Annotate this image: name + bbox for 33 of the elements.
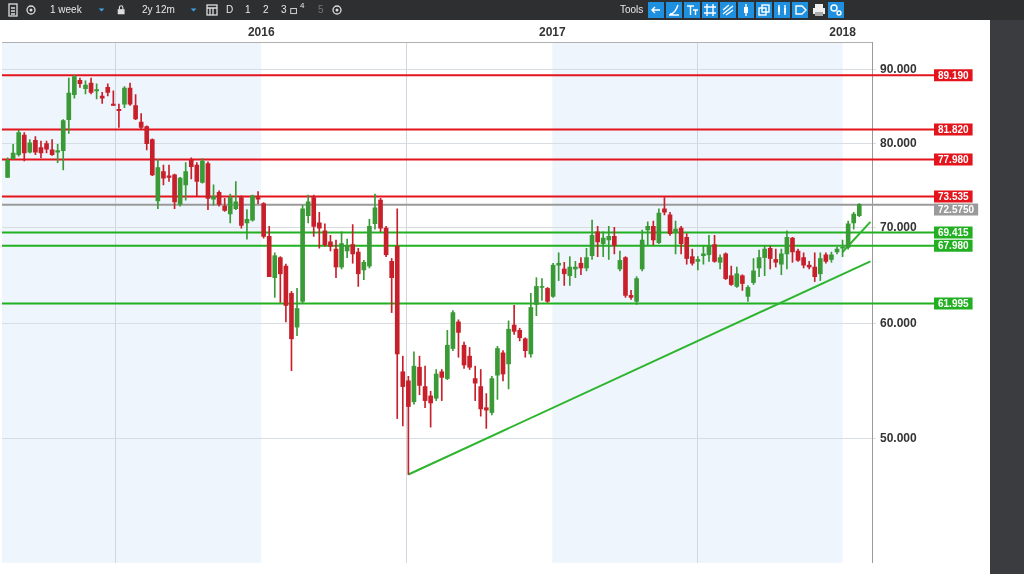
y-tick-label: 80.000 [880,135,918,150]
candlestick [99,92,105,104]
ref-line-label: 89.190 [938,69,970,81]
text: 5 [318,4,324,16]
ref-line-label: 81.820 [938,123,970,135]
y-tick-label: 60.000 [880,316,918,331]
x-tick-label: 2018 [829,24,857,39]
y-tick-label: 50.000 [880,430,918,445]
candlestick [695,256,701,271]
ref-line-label: 77.980 [938,153,970,165]
x-tick-label: 2016 [247,24,275,39]
ref-line-label: 67.980 [938,239,970,251]
y-tick-label: 70.000 [880,219,918,234]
candlestick [472,365,478,401]
ref-line-label: 73.535 [938,190,970,202]
candlestick [439,369,445,401]
text: D [226,4,234,16]
y-tick-label: 90.000 [880,61,918,76]
text: 1 [245,4,251,16]
candlestick [773,248,779,268]
candlestick [255,191,261,204]
text: 4 [300,0,305,12]
text: 2 [263,4,269,16]
text: 2y 12m [142,4,175,16]
candlestick [645,221,651,245]
text: 1 week [50,4,82,16]
ref-line-label: 69.415 [938,226,970,238]
candlestick [561,261,567,286]
ref-line-label: 61.995 [938,297,970,309]
ref-line-label: 72.5750 [938,203,975,215]
x-tick-label: 2017 [538,24,566,39]
text: 3 [281,4,287,16]
text: Tools [620,4,644,16]
